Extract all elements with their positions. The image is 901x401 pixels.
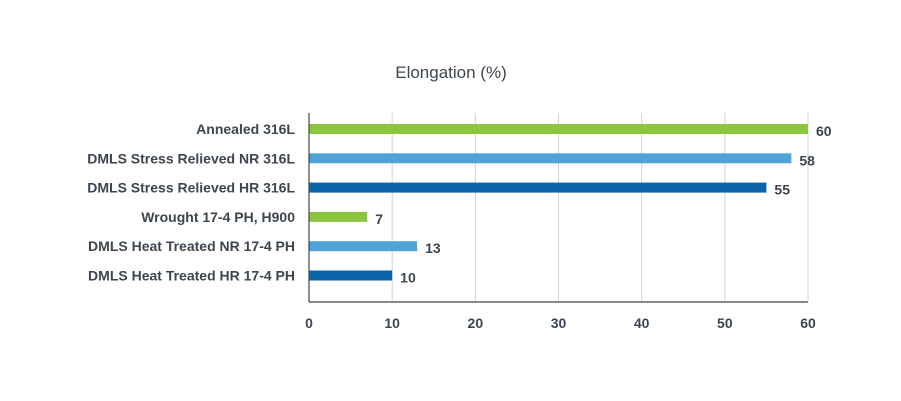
bar-0: [309, 124, 808, 134]
category-label: DMLS Heat Treated NR 17-4 PH: [88, 238, 295, 254]
bar-4: [309, 241, 418, 252]
x-tick-label: 20: [468, 315, 484, 331]
data-label: 60: [816, 123, 832, 139]
category-label: DMLS Stress Relieved HR 316L: [87, 180, 295, 196]
bars: [309, 124, 808, 281]
x-tick-label: 10: [384, 315, 400, 331]
category-label: Annealed 316L: [196, 121, 295, 137]
x-tick-label: 0: [305, 315, 313, 331]
x-tick-label: 50: [717, 315, 733, 331]
bar-1: [309, 153, 792, 164]
data-label: 10: [400, 270, 416, 286]
bar-5: [309, 270, 393, 281]
bar-3: [309, 211, 368, 222]
data-label: 58: [799, 152, 815, 168]
bar-2: [309, 182, 767, 193]
category-label: Wrought 17-4 PH, H900: [141, 209, 295, 225]
data-label: 7: [375, 211, 383, 227]
chart-title: Elongation (%): [395, 63, 507, 82]
grid-lines: [391, 113, 809, 302]
x-tick-label: 40: [634, 315, 650, 331]
x-tick-label: 30: [551, 315, 567, 331]
category-label: DMLS Stress Relieved NR 316L: [87, 150, 295, 166]
data-label: 55: [774, 182, 790, 198]
labels: Annealed 316L 60 DMLS Stress Relieved NR 3…: [87, 121, 832, 331]
x-tick-label: 60: [800, 315, 816, 331]
data-label: 13: [425, 240, 441, 256]
category-label: DMLS Heat Treated HR 17-4 PH: [88, 268, 295, 284]
axes: [308, 113, 808, 303]
